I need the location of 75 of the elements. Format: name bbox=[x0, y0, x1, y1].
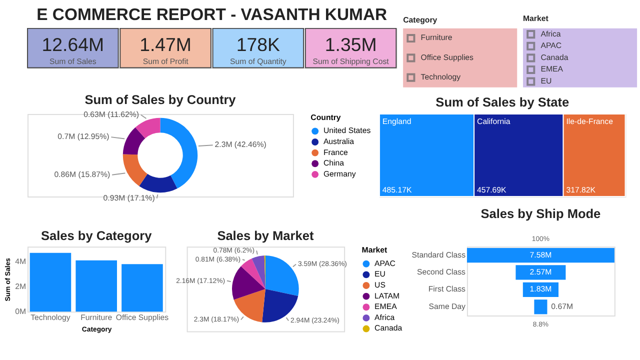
data-label: 317.82K bbox=[566, 186, 596, 195]
category-label: APAC bbox=[540, 41, 562, 50]
data-label: 7.58M bbox=[530, 250, 552, 260]
bar bbox=[76, 260, 117, 312]
data-label: 1.83M bbox=[530, 284, 552, 294]
legend-label: APAC bbox=[374, 258, 396, 268]
category-label: Sum of Profit bbox=[142, 56, 190, 66]
legend-label: France bbox=[323, 148, 349, 157]
bar bbox=[30, 252, 72, 312]
x-tick-label: Technology bbox=[30, 312, 70, 322]
pie-slice bbox=[232, 266, 266, 300]
chart-title: Sales by Market bbox=[217, 228, 314, 243]
legend-label: LATAM bbox=[374, 291, 400, 300]
data-label: 0.93M (17.1%) bbox=[103, 193, 156, 202]
y-tick-label: 4M bbox=[15, 257, 26, 266]
pie-slice bbox=[240, 258, 266, 289]
data-label: 457.69K bbox=[477, 186, 508, 195]
data-label: 485.17K bbox=[382, 186, 412, 195]
text: 12.64M bbox=[42, 34, 104, 55]
data-label: 2.57M bbox=[530, 267, 552, 276]
category-label: Furniture bbox=[420, 33, 453, 42]
legend-label: Canada bbox=[374, 324, 403, 333]
x-tick-label: Office Supplies bbox=[116, 312, 169, 322]
donut-slice bbox=[160, 118, 198, 188]
text: 178K bbox=[236, 34, 280, 55]
legend-label: EU bbox=[374, 270, 386, 279]
pie-slice bbox=[252, 256, 266, 289]
category-label: Second Class bbox=[417, 267, 466, 276]
category-label: Office Supplies bbox=[420, 52, 474, 62]
category-label: Technology bbox=[420, 72, 461, 82]
donut-slice bbox=[122, 127, 146, 155]
category-label: Africa bbox=[540, 29, 562, 38]
legend-label: EMEA bbox=[374, 302, 398, 312]
data-label: 0.67M bbox=[551, 302, 573, 311]
legend-label: Australia bbox=[323, 136, 355, 146]
text: 1.35M bbox=[324, 34, 377, 55]
text: 1.47M bbox=[140, 34, 192, 55]
category-label: First Class bbox=[428, 284, 466, 294]
legend-label: United States bbox=[323, 126, 371, 136]
legend-title: Market bbox=[362, 246, 388, 255]
data-label: 0.63M (11.62%) bbox=[84, 110, 140, 119]
data-label: 0.7M (12.95%) bbox=[58, 132, 110, 142]
text: Sum of Sales by State bbox=[436, 94, 570, 110]
category-label: Ile-de-France bbox=[566, 116, 614, 126]
legend-title: Country bbox=[310, 112, 342, 122]
category-label: Same Day bbox=[428, 302, 466, 311]
y-tick-label: 2M bbox=[15, 282, 26, 292]
y-tick-label: 0M bbox=[15, 307, 26, 316]
bar bbox=[122, 264, 163, 312]
text: Sales by Ship Mode bbox=[480, 206, 601, 222]
data-label: 0.86M (15.87%) bbox=[54, 170, 110, 179]
chart-title: Sum of Sales by Country bbox=[84, 92, 237, 108]
category-label: Sum of Shipping Cost bbox=[312, 56, 390, 66]
legend-label: Germany bbox=[323, 169, 356, 178]
chart-title: Sales by Category bbox=[41, 228, 153, 243]
donut-slice bbox=[135, 118, 160, 138]
category-label: EU bbox=[540, 76, 552, 86]
legend-label: US bbox=[374, 280, 386, 290]
category-label: England bbox=[382, 116, 412, 126]
category-label: Canada bbox=[540, 52, 569, 62]
category-label: Sum of Quantity bbox=[230, 56, 286, 66]
text: Category bbox=[403, 16, 438, 25]
legend-label: Africa bbox=[374, 312, 396, 322]
data-label: 2.3M (42.46%) bbox=[214, 140, 267, 150]
text: E COMMERCE REPORT - VASANTH KUMAR bbox=[36, 5, 388, 24]
category-label: California bbox=[477, 116, 511, 126]
donut-slice bbox=[139, 174, 178, 193]
pie-slice bbox=[265, 256, 299, 296]
legend-label: China bbox=[323, 158, 345, 168]
category-label: Standard Class bbox=[412, 250, 466, 260]
text: Market bbox=[523, 14, 549, 24]
x-tick-label: Furniture bbox=[80, 312, 113, 322]
donut-slice bbox=[122, 154, 148, 186]
category-label: Sum of Sales bbox=[50, 56, 96, 66]
category-label: EMEA bbox=[540, 64, 564, 74]
